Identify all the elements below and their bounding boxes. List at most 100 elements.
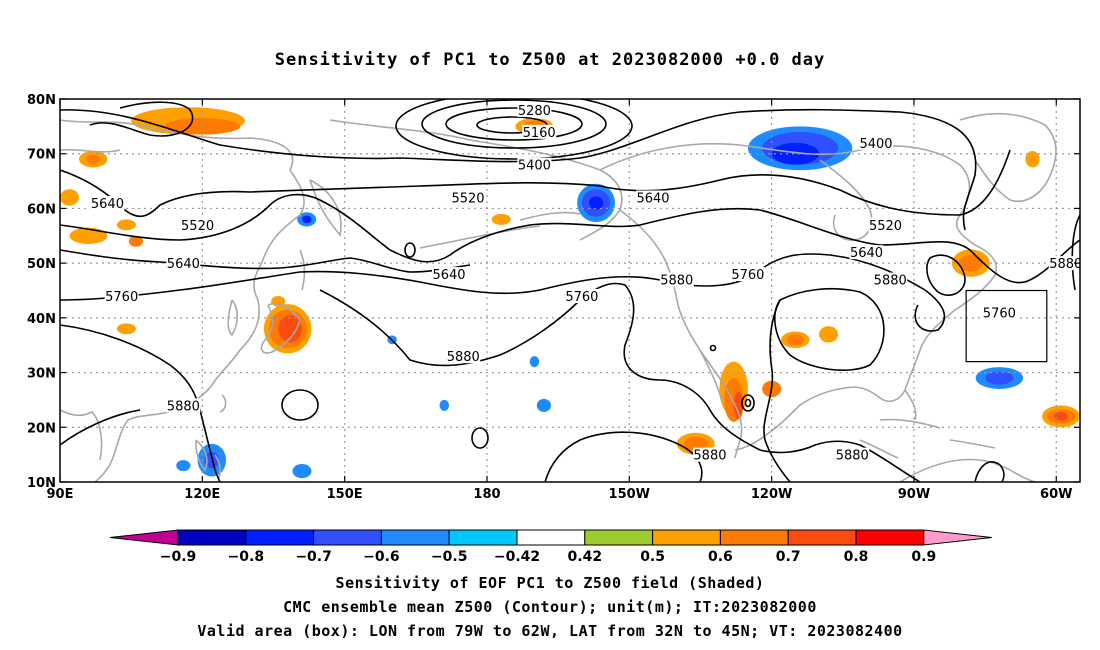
contour-label: 5400 (518, 159, 551, 174)
colorbar-label: 0.9 (911, 549, 936, 565)
shaded-patch (86, 154, 101, 164)
contour-label: 5640 (636, 191, 669, 206)
contour-high-b (471, 427, 489, 449)
lat-tick-label: 60N (27, 202, 56, 217)
colorbar-label: −0.42 (494, 549, 540, 565)
colorbar-segment (652, 529, 721, 546)
contour-label-bg (451, 190, 485, 205)
lat-tick-label: 70N (27, 148, 56, 163)
footer-line-1: Sensitivity of EOF PC1 to Z500 field (Sh… (335, 574, 765, 592)
coastline-taiwan (219, 394, 227, 413)
contour-label-bg (166, 398, 201, 413)
contour-label: 5880 (167, 399, 200, 414)
lon-tick-label: 120E (184, 487, 220, 502)
contour-5280 (421, 99, 607, 149)
contour-label: 5760 (105, 290, 138, 305)
lat-tick-label: 40N (27, 312, 56, 327)
contour-high-e (744, 398, 752, 408)
contour-5760-b (926, 254, 966, 296)
valid-area-box (965, 289, 1048, 363)
contour-label-bg (166, 256, 201, 271)
lon-tick-label: 180 (473, 487, 500, 502)
colorbar-labels: −0.9 −0.8 −0.7 −0.6 −0.5 −0.42 0.42 0.5 0.6 0.7 0.… (160, 549, 936, 565)
shaded-patch (529, 356, 540, 368)
lat-tick-label: 10N (27, 476, 56, 491)
coastline-caribbean (859, 418, 996, 459)
contour-label-bg (859, 135, 893, 150)
contour-5760-a (60, 253, 946, 332)
contour-label: 5760 (731, 268, 764, 283)
colorbar-label: 0.42 (568, 549, 603, 565)
contour-high-c (404, 242, 416, 258)
lat-tick-label: 30N (27, 367, 56, 382)
contour-5520-b (89, 101, 194, 137)
colorbar-label: −0.5 (431, 549, 468, 565)
contour-5880-f (763, 299, 791, 482)
contour-label-bg (104, 288, 139, 303)
contour-label: 5640 (850, 246, 883, 261)
contour-label-bg (868, 217, 903, 232)
contour-label: 5160 (523, 126, 556, 141)
lon-tick-label: 120W (751, 487, 792, 502)
contour-5880-c (60, 409, 141, 446)
colorbar-label: −0.8 (228, 549, 265, 565)
coastline-baja (699, 349, 723, 403)
colorbar-segment (719, 529, 789, 546)
colorbar-label: 0.8 (844, 549, 869, 565)
shaded-patch (439, 399, 450, 411)
contour-label: 5880 (660, 274, 693, 289)
shaded-patch (292, 463, 312, 479)
contour-label: 5880 (874, 274, 907, 289)
colorbar-segment (516, 529, 586, 546)
shaded-patch (69, 227, 108, 244)
shaded-patch (1053, 411, 1069, 421)
contour-label: 5520 (869, 219, 902, 234)
contour-high-a (281, 389, 319, 421)
contour-5400-a (60, 108, 977, 231)
contour-label: 5760 (983, 306, 1016, 321)
contour-5640-a (60, 193, 1080, 284)
lon-tick-label: 150W (609, 487, 650, 502)
contour-label-bg (659, 272, 694, 287)
contour-label-bg (432, 267, 467, 282)
contour-label-bg (564, 288, 599, 303)
colorbar-label: −0.6 (363, 549, 400, 565)
contour-label-bg (90, 195, 125, 210)
contour-label: 5760 (565, 290, 598, 305)
sensitivity-shading (60, 107, 1080, 479)
coastline-alaska (329, 119, 623, 241)
coastline-south-america (899, 458, 1036, 482)
footer-line-2: CMC ensemble mean Z500 (Contour); unit(m… (283, 598, 817, 616)
colorbar-segment (855, 529, 925, 546)
lat-tick-label: 20N (27, 421, 56, 436)
contour-labels: 5280 5160 5400 5400 5520 5520 5520 5640 5640 5640… (90, 102, 1082, 464)
contour-label: 5880 (1049, 257, 1082, 272)
lat-tick-label: 50N (27, 257, 56, 272)
coastline-greenland (959, 112, 1057, 202)
shaded-patch (1025, 150, 1040, 168)
colorbar-segment (584, 529, 654, 546)
colorbar-segment (448, 529, 518, 546)
contour-label: 5400 (859, 137, 892, 152)
contour-label-bg (517, 102, 552, 117)
contour-5880-east (1071, 214, 1080, 291)
contour-label: 5880 (447, 350, 480, 365)
contour-label-bg (446, 349, 481, 364)
shaded-patch (116, 219, 136, 231)
contour-high-f (709, 344, 717, 352)
shaded-patch (278, 315, 302, 343)
contour-label-bg (692, 447, 727, 462)
contour-5520-a (60, 149, 1011, 218)
colorbar-segment (313, 529, 382, 546)
contour-label-bg (982, 305, 1017, 320)
contour-label-bg (1048, 256, 1080, 271)
shaded-patch (959, 254, 983, 272)
contour-label-bg (849, 245, 884, 260)
colorbar-high-triangle (923, 529, 992, 546)
shaded-patch (588, 196, 604, 210)
colorbar-segment (787, 529, 857, 546)
contour-high-d (741, 394, 755, 412)
contour-label-bg (517, 157, 552, 172)
shaded-patch (116, 323, 136, 335)
colorbar-segment (380, 529, 450, 546)
